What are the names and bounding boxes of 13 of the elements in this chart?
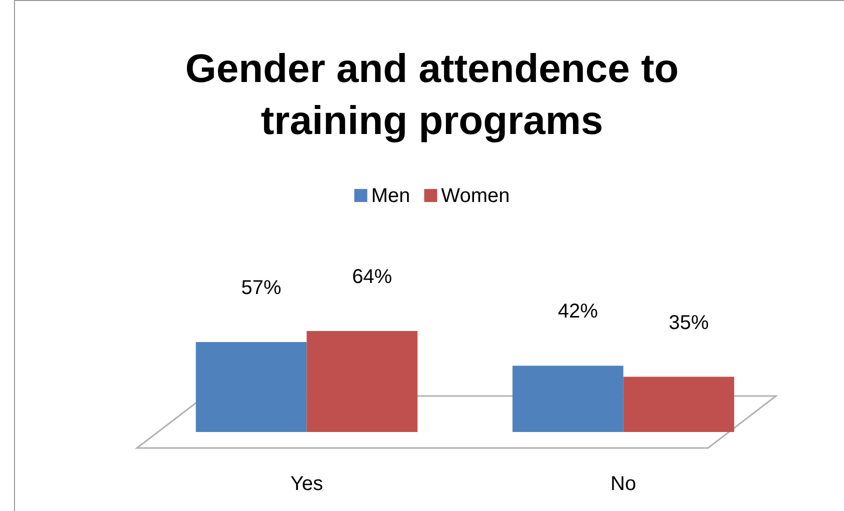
chart-title: Gender and attendence to training programs [185,47,679,143]
legend-label: Women [441,185,510,207]
data-label: 42% [558,300,598,323]
x-tick-label: No [610,473,636,495]
legend-label: Men [371,185,410,207]
data-label: 57% [241,277,282,300]
bar [196,342,307,432]
x-tick-label: Yes [290,473,323,495]
data-label: 64% [352,266,392,288]
bar [623,376,734,432]
bar [512,366,624,432]
data-label: 35% [668,312,709,334]
bar [306,331,418,432]
